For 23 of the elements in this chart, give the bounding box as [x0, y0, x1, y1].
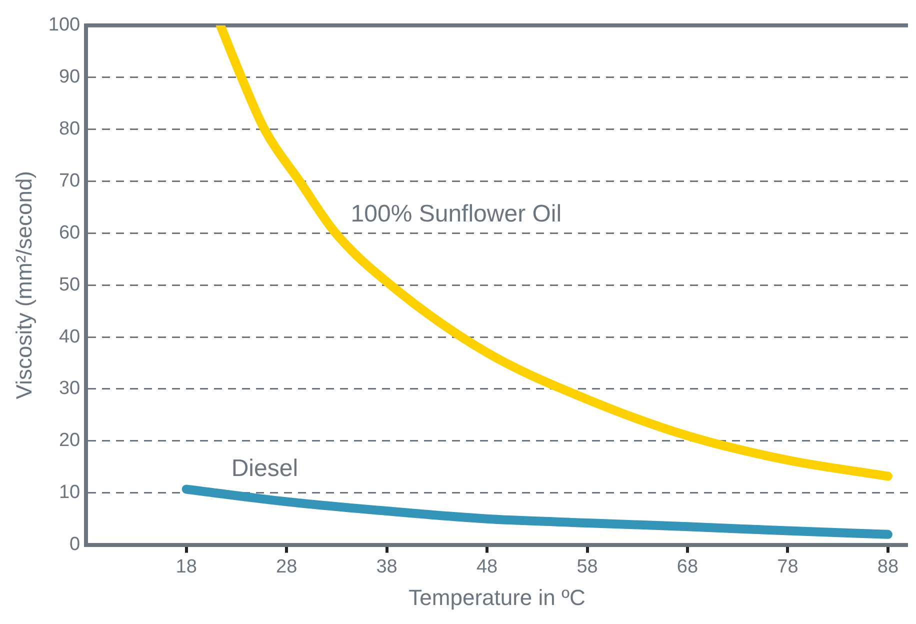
y-tick-label: 50	[58, 274, 80, 296]
x-axis-title: Temperature in ºC	[408, 584, 586, 610]
y-tick-label: 10	[58, 482, 80, 504]
y-tick-label: 70	[58, 170, 80, 192]
y-tick-label: 40	[58, 326, 80, 348]
x-tick-label: 38	[376, 556, 398, 578]
x-tick-label: 78	[777, 556, 798, 578]
x-tick-label: 68	[676, 556, 698, 578]
y-axis-title: Viscosity (mm²/second)	[11, 171, 36, 400]
x-tick-label: 28	[276, 556, 298, 578]
y-tick-label: 0	[70, 534, 80, 556]
y-tick-label: 60	[58, 222, 80, 244]
y-tick-label: 90	[58, 66, 80, 88]
x-tick-label: 88	[877, 556, 899, 578]
y-tick-label: 20	[58, 430, 80, 452]
y-tick-label: 80	[58, 118, 80, 140]
x-tick-label: 18	[176, 556, 197, 578]
y-tick-label: 30	[58, 378, 80, 400]
series-label: 100% Sunflower Oil	[350, 200, 562, 228]
y-tick-label: 100	[48, 14, 80, 36]
x-tick-label: 48	[476, 556, 498, 578]
series-label: Diesel	[231, 454, 298, 482]
x-tick-label: 58	[576, 556, 598, 578]
